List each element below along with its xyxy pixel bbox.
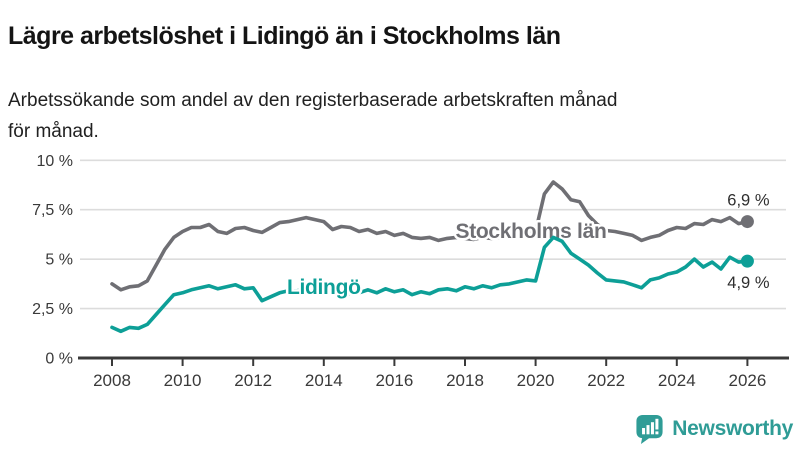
unemployment-line-chart: 0 % 2,5 % 5 % 7,5 % 10 % 2008 2010 2012 2014 2016…: [32, 153, 789, 390]
x-tick-label: 2012: [234, 371, 272, 390]
x-tick-label: 2024: [658, 371, 696, 390]
series-end-dot-stockholms-l-n: [740, 215, 754, 229]
series-label-liding-: Lidingö: [287, 276, 361, 299]
page-title: Lägre arbetslöshet i Lidingö än i Stockh…: [8, 21, 561, 50]
series-label-stockholms-l-n: Stockholms län: [456, 220, 607, 243]
series-line-stockholms-l-n: [110, 180, 750, 292]
x-tick-label: 2022: [587, 371, 625, 390]
subtitle-line-1: Arbetssökande som andel av den registerb…: [8, 90, 618, 111]
y-tick-label: 0 %: [45, 351, 73, 368]
subtitle-line-2: för månad.: [8, 121, 99, 142]
y-tick-label: 7,5 %: [32, 202, 73, 219]
end-value-label-liding-: 4,9 %: [727, 274, 770, 292]
x-tick-label: 2014: [305, 371, 343, 390]
x-tick-label: 2008: [93, 371, 131, 390]
x-tick-label: 2018: [446, 371, 484, 390]
y-tick-label: 2,5 %: [32, 301, 73, 318]
newsworthy-logo-text: Newsworthy: [672, 416, 793, 440]
y-tick-label: 5 %: [45, 252, 73, 269]
end-value-label-stockholms-l-n: 6,9 %: [727, 192, 770, 210]
x-tick-label: 2016: [375, 371, 413, 390]
logo-bars: [642, 418, 659, 435]
x-tick-label: 2020: [517, 371, 555, 390]
newsworthy-logo: Newsworthy: [634, 412, 793, 445]
series-end-dot-liding-: [740, 254, 754, 268]
chart-subtitle: Arbetssökande som andel av den registerb…: [8, 85, 778, 147]
x-tick-label: 2026: [728, 371, 766, 390]
series-line-liding-: [110, 235, 750, 334]
newsworthy-logo-icon: [636, 414, 663, 444]
x-tick-label: 2010: [164, 371, 202, 390]
y-tick-label: 10 %: [37, 153, 73, 170]
